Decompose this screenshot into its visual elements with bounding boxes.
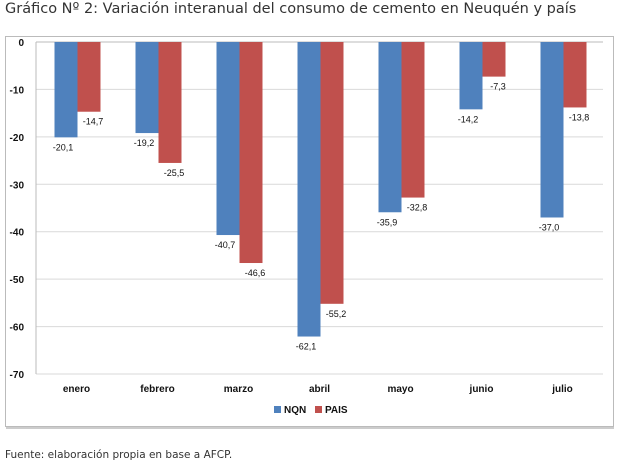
data-label: -37,0 <box>539 222 560 232</box>
x-tick-label: julio <box>551 384 573 395</box>
bar-pais-mayo <box>401 42 425 198</box>
bar-pais-abril <box>320 42 344 304</box>
data-label: -62,1 <box>296 342 317 352</box>
data-label: -32,8 <box>407 203 428 213</box>
bar-chart: 0 -10 -20 -30 -40 -50 -60 -70 enero febrero marzo a… <box>5 36 614 429</box>
data-label: -46,6 <box>245 268 266 278</box>
y-tick-label: -70 <box>10 370 25 381</box>
bar-nqn-mayo <box>378 42 402 213</box>
data-label: -13,8 <box>569 112 590 122</box>
data-label: -14,7 <box>83 117 104 127</box>
source-note: Fuente: elaboración propia en base a AFC… <box>5 449 233 461</box>
x-tick-label: febrero <box>140 384 174 395</box>
bar-pais-enero <box>77 42 101 112</box>
data-label: -19,2 <box>134 138 155 148</box>
data-label: -35,9 <box>377 217 398 227</box>
bar-nqn-febrero <box>135 42 159 134</box>
y-tick-label: -60 <box>10 323 25 334</box>
x-tick-label: enero <box>63 384 90 395</box>
data-label: -25,5 <box>164 168 185 178</box>
bar-pais-julio <box>563 42 587 108</box>
data-label: -7,3 <box>490 82 506 92</box>
bar-pais-junio <box>482 42 506 77</box>
chart-frame-shadow <box>6 427 614 429</box>
bar-nqn-enero <box>54 42 78 138</box>
bar-nqn-junio <box>459 42 483 110</box>
bar-nqn-marzo <box>216 42 240 236</box>
x-tick-label: abril <box>309 384 330 395</box>
y-tick-label: 0 <box>18 38 24 49</box>
legend-swatch-nqn <box>274 406 281 413</box>
x-tick-label: marzo <box>224 384 253 395</box>
y-tick-label: -20 <box>10 133 25 144</box>
legend-swatch-pais <box>315 406 322 413</box>
bar-nqn-julio <box>540 42 564 218</box>
x-tick-label: mayo <box>387 384 413 395</box>
data-label: -20,1 <box>53 142 74 152</box>
x-tick-label: junio <box>469 384 494 395</box>
y-tick-label: -30 <box>10 180 25 191</box>
data-label: -55,2 <box>326 309 347 319</box>
y-tick-label: -10 <box>10 85 25 96</box>
chart-title: Gráfico Nº 2: Variación interanual del c… <box>5 1 577 17</box>
legend-label-pais: PAIS <box>325 405 348 416</box>
y-tick-label: -50 <box>10 275 25 286</box>
y-tick-label: -40 <box>10 228 25 239</box>
bar-pais-febrero <box>158 42 182 163</box>
bar-nqn-abril <box>297 42 321 337</box>
data-label: -14,2 <box>458 114 479 124</box>
data-label: -40,7 <box>215 240 236 250</box>
legend-label-nqn: NQN <box>284 405 306 416</box>
bar-pais-marzo <box>239 42 263 264</box>
